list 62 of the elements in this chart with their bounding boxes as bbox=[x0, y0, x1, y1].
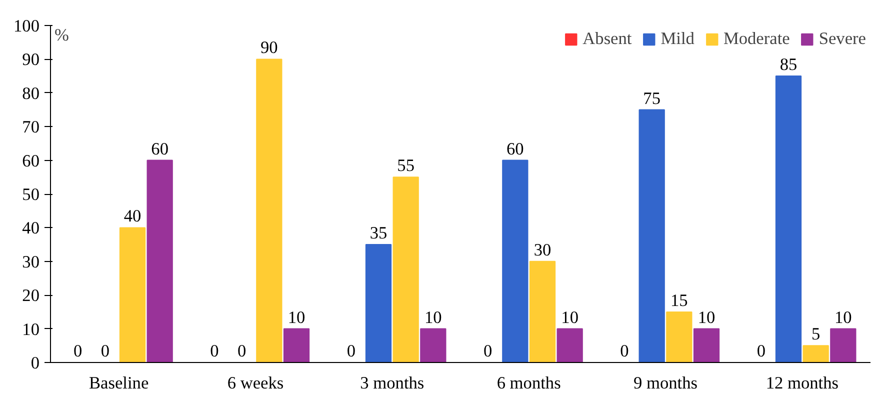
y-tick-label: 50 bbox=[22, 185, 40, 204]
x-tick-label: 3 months bbox=[360, 374, 424, 392]
data-label: 0 bbox=[210, 342, 219, 360]
y-tick-label: 10 bbox=[22, 320, 40, 339]
y-tick-label: 100 bbox=[14, 16, 40, 36]
bar bbox=[830, 328, 856, 362]
bar bbox=[638, 109, 665, 362]
y-tick-label: 60 bbox=[22, 151, 40, 170]
data-label: 10 bbox=[834, 308, 852, 327]
bar bbox=[529, 260, 556, 362]
bar bbox=[693, 328, 720, 362]
data-label: 85 bbox=[780, 55, 798, 74]
x-tick-label: 6 months bbox=[496, 374, 562, 392]
legend-label: Absent bbox=[582, 29, 632, 49]
data-label: 30 bbox=[534, 240, 552, 260]
bar bbox=[420, 328, 446, 362]
data-label: 60 bbox=[506, 139, 524, 158]
bar bbox=[365, 244, 392, 362]
bar bbox=[556, 328, 583, 362]
x-tick-label: Baseline bbox=[89, 374, 149, 392]
data-label: 40 bbox=[124, 206, 142, 226]
data-label: 0 bbox=[756, 342, 766, 360]
x-tick-label: 12 months bbox=[766, 374, 839, 392]
bar bbox=[119, 227, 146, 362]
data-label: 0 bbox=[238, 342, 246, 360]
data-label: 0 bbox=[620, 342, 629, 360]
bar bbox=[146, 160, 173, 362]
data-label: 0 bbox=[74, 342, 82, 360]
data-label: 10 bbox=[424, 308, 442, 327]
data-label: 90 bbox=[260, 38, 278, 58]
data-label: 0 bbox=[484, 342, 492, 360]
data-label: 75 bbox=[643, 88, 660, 108]
x-tick-label: 9 months bbox=[633, 374, 698, 392]
y-tick-label: 70 bbox=[22, 118, 40, 137]
data-label: 60 bbox=[151, 139, 168, 158]
data-label: 0 bbox=[346, 342, 356, 360]
x-tick-label: 6 weeks bbox=[227, 374, 284, 392]
data-label: 5 bbox=[812, 324, 820, 344]
data-label: 35 bbox=[370, 224, 388, 243]
data-label: 10 bbox=[698, 308, 716, 327]
bar bbox=[392, 176, 419, 362]
legend-label: Severe bbox=[818, 29, 866, 49]
y-tick-label: 20 bbox=[22, 286, 40, 306]
data-label: 10 bbox=[288, 308, 306, 327]
legend-label: Mild bbox=[660, 29, 694, 49]
y-tick-label: 0 bbox=[30, 354, 40, 372]
y-tick-label: 90 bbox=[22, 50, 40, 70]
y-tick-label: 30 bbox=[22, 252, 40, 272]
bar bbox=[502, 160, 528, 362]
y-axis-title: % bbox=[54, 26, 69, 44]
y-tick-label: 40 bbox=[22, 218, 40, 238]
data-label: 10 bbox=[561, 308, 578, 327]
bar bbox=[666, 311, 692, 362]
data-label: 15 bbox=[670, 290, 688, 310]
bar bbox=[802, 345, 829, 362]
legend-label: Moderate bbox=[723, 29, 790, 49]
y-tick-label: 80 bbox=[22, 84, 40, 103]
bar bbox=[256, 58, 282, 362]
data-label: 0 bbox=[100, 342, 110, 360]
data-label: 55 bbox=[397, 156, 414, 176]
bar bbox=[775, 76, 802, 362]
bar bbox=[283, 328, 310, 362]
